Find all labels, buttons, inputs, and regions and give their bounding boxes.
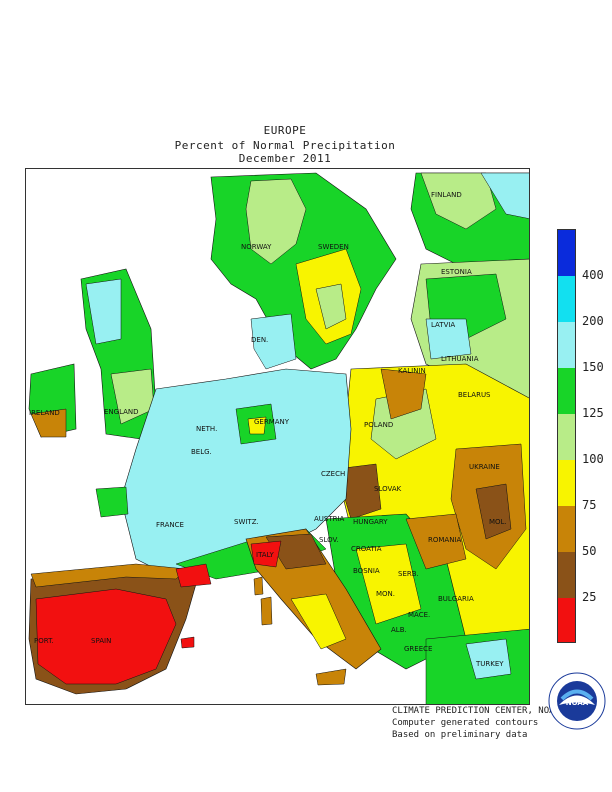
region-sweden-moist <box>315 283 347 330</box>
label-bosnia: BOSNIA <box>353 567 380 575</box>
label-den: DEN. <box>251 336 268 344</box>
legend-swatch-25-50 <box>558 552 575 598</box>
legend-swatch-100-125 <box>558 414 575 460</box>
label-czech: CZECH <box>321 470 345 478</box>
label-mon: MON. <box>376 590 395 598</box>
precipitation-map: FINLAND NORWAY SWEDEN ESTONIA LATVIA LIT… <box>25 168 530 705</box>
noaa-logo: NOAA <box>548 672 606 730</box>
region-romania-brown <box>405 513 467 570</box>
region-sardinia <box>260 596 273 626</box>
label-belg: BELG. <box>191 448 212 456</box>
region-turkey-wet <box>465 638 512 680</box>
region-norway-wet <box>245 178 307 265</box>
label-estonia: ESTONIA <box>441 268 472 276</box>
legend-label-25: 25 <box>582 590 597 604</box>
region-france-green <box>95 486 129 518</box>
label-lithuania: LITHUANIA <box>441 355 479 363</box>
region-belarus-brown <box>380 368 427 420</box>
label-belarus: BELARUS <box>458 391 491 399</box>
label-neth: NETH. <box>196 425 217 433</box>
label-slov: SLOV. <box>319 536 339 544</box>
label-ukraine: UKRAINE <box>469 463 500 471</box>
region-italy-red <box>250 540 282 568</box>
map-period: December 2011 <box>238 152 332 165</box>
label-switz: SWITZ. <box>234 518 259 526</box>
region-corsica <box>253 576 264 596</box>
label-austria: AUSTRIA <box>314 515 345 523</box>
region-italy-south-dry <box>290 593 347 650</box>
label-latvia: LATVIA <box>431 321 455 329</box>
region-finland-wet <box>480 172 529 219</box>
legend-swatch-200-400 <box>558 276 575 322</box>
color-legend <box>557 229 576 643</box>
region-finland-moist <box>420 172 497 230</box>
noaa-logo-text: NOAA <box>566 699 589 707</box>
label-england: ENGLAND <box>104 408 139 416</box>
legend-swatch-150-200 <box>558 322 575 368</box>
region-italy-dark <box>265 533 327 570</box>
legend-swatch-75-100 <box>558 460 575 506</box>
legend-swatch-under25 <box>558 598 575 642</box>
legend-label-400: 400 <box>582 268 604 282</box>
map-subtitle: Percent of Normal Precipitation <box>174 139 396 152</box>
region-balkan-dry <box>355 543 422 625</box>
label-bulgaria: BULGARIA <box>438 595 474 603</box>
label-ireland: IRELAND <box>29 409 60 417</box>
region-germany-moist <box>247 416 267 435</box>
credit-line-2: Computer generated contours <box>392 718 539 728</box>
label-hungary: HUNGARY <box>353 518 388 526</box>
label-france: FRANCE <box>156 521 184 529</box>
legend-swatch-125-150 <box>558 368 575 414</box>
region-ukraine-darkbrown <box>475 483 512 540</box>
region-latvia-wet <box>425 318 472 360</box>
map-canvas: FINLAND NORWAY SWEDEN ESTONIA LATVIA LIT… <box>28 172 529 704</box>
label-alb: ALB. <box>391 626 407 634</box>
map-region-title: EUROPE <box>263 124 307 137</box>
credit-line-3: Based on preliminary data <box>392 730 528 740</box>
label-germany: GERMANY <box>254 418 290 426</box>
region-scotland-wet <box>85 278 122 345</box>
region-spain-red <box>35 588 177 685</box>
region-ireland-dry <box>30 408 67 438</box>
legend-label-50: 50 <box>582 544 597 558</box>
label-turkey: TURKEY <box>475 660 504 668</box>
legend-label-100: 100 <box>582 452 604 466</box>
label-finland: FINLAND <box>431 191 462 199</box>
region-denmark <box>250 313 297 370</box>
label-kalinin: KALININ <box>398 367 426 375</box>
legend-label-200: 200 <box>582 314 604 328</box>
label-norway: NORWAY <box>241 243 272 251</box>
region-south-france-red <box>175 563 212 588</box>
label-croatia: CROATIA <box>351 545 382 553</box>
label-mol: MOL. <box>489 518 507 526</box>
credit-line-1: CLIMATE PREDICTION CENTER, NOAA <box>392 706 560 716</box>
label-mace: MACE. <box>408 611 430 619</box>
label-slovak: SLOVAK <box>374 485 402 493</box>
label-greece: GREECE <box>404 645 432 653</box>
region-balearic <box>180 636 195 649</box>
legend-label-125: 125 <box>582 406 604 420</box>
legend-label-75: 75 <box>582 498 597 512</box>
label-poland: POLAND <box>364 421 393 429</box>
region-iberia-band <box>30 563 187 588</box>
label-spain: SPAIN <box>91 637 111 645</box>
region-sicily <box>315 668 347 686</box>
label-sweden: SWEDEN <box>318 243 349 251</box>
legend-swatch-over400 <box>558 230 575 276</box>
label-italy: ITALY <box>256 551 275 559</box>
legend-swatch-50-75 <box>558 506 575 552</box>
label-serb: SERB. <box>398 570 419 578</box>
label-romania: ROMANIA <box>428 536 462 544</box>
label-port: PORT. <box>34 637 54 645</box>
legend-label-150: 150 <box>582 360 604 374</box>
